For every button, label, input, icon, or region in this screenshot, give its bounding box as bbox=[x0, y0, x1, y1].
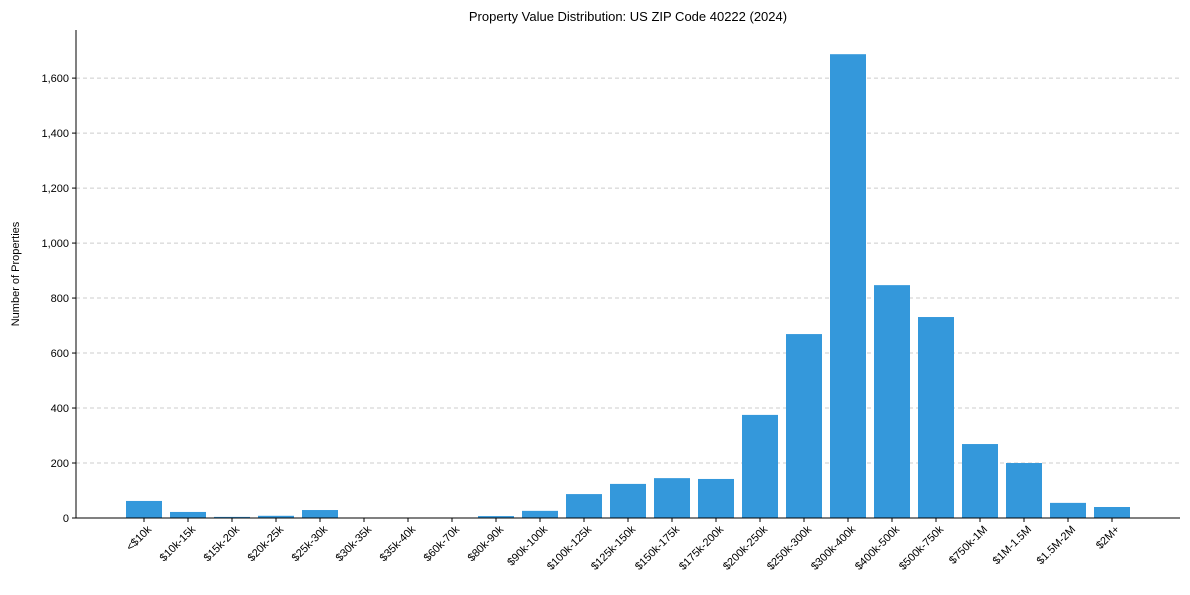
x-tick-label: $2M+ bbox=[1094, 524, 1122, 552]
bar bbox=[1050, 502, 1086, 518]
x-tick-label: $90k-100k bbox=[505, 523, 550, 568]
bar bbox=[126, 500, 162, 518]
y-tick-label: 400 bbox=[51, 403, 69, 415]
y-tick-label: 200 bbox=[51, 458, 69, 470]
bar bbox=[1006, 463, 1042, 518]
y-axis-label: Number of Properties bbox=[10, 221, 22, 326]
bar bbox=[1094, 507, 1130, 518]
bar bbox=[478, 516, 514, 518]
x-tick-label: $25k-30k bbox=[290, 523, 331, 564]
chart-title: Property Value Distribution: US ZIP Code… bbox=[469, 9, 787, 24]
x-tick-label: $400k-500k bbox=[853, 523, 902, 572]
x-tick-label: $1.5M-2M bbox=[1035, 524, 1079, 568]
x-tick-label: $250k-300k bbox=[765, 523, 814, 572]
y-tick-label: 0 bbox=[63, 513, 69, 525]
x-tick-label: $1M-1.5M bbox=[991, 524, 1035, 568]
bar bbox=[566, 494, 602, 518]
x-tick-label: $80k-90k bbox=[466, 523, 507, 564]
x-tick-label: $500k-750k bbox=[897, 523, 946, 572]
bar bbox=[170, 511, 206, 518]
x-tick-label: $60k-70k bbox=[422, 523, 463, 564]
bar bbox=[610, 483, 646, 518]
bar bbox=[654, 478, 690, 518]
x-tick-label: $35k-40k bbox=[378, 523, 419, 564]
x-tick-label: <$10k bbox=[124, 523, 154, 553]
y-tick-label: 800 bbox=[51, 293, 69, 305]
x-tick-label: $20k-25k bbox=[246, 523, 287, 564]
x-tick-label: $30k-35k bbox=[334, 523, 375, 564]
x-tick-label: $300k-400k bbox=[809, 523, 858, 572]
y-tick-label: 600 bbox=[51, 348, 69, 360]
bar bbox=[302, 510, 338, 518]
bar bbox=[698, 478, 734, 518]
x-tick-label: $200k-250k bbox=[721, 523, 770, 572]
bar bbox=[962, 444, 998, 518]
x-tick-label: $10k-15k bbox=[158, 523, 199, 564]
y-tick-label: 1,000 bbox=[41, 238, 69, 250]
x-tick-label: $125k-150k bbox=[589, 523, 638, 572]
y-tick-label: 1,400 bbox=[41, 128, 69, 140]
bar bbox=[786, 334, 822, 518]
bar bbox=[830, 54, 866, 519]
y-tick-label: 1,600 bbox=[41, 73, 69, 85]
bar bbox=[742, 414, 778, 518]
bar bbox=[258, 515, 294, 518]
x-tick-label: $750k-1M bbox=[947, 524, 990, 567]
x-tick-label: $175k-200k bbox=[677, 523, 726, 572]
bar bbox=[918, 317, 954, 518]
x-tick-label: $15k-20k bbox=[202, 523, 243, 564]
x-tick-label: $150k-175k bbox=[633, 523, 682, 572]
bar bbox=[522, 510, 558, 518]
x-tick-label: $100k-125k bbox=[545, 523, 594, 572]
bar bbox=[214, 516, 250, 518]
bar bbox=[874, 285, 910, 518]
y-tick-label: 1,200 bbox=[41, 183, 69, 195]
